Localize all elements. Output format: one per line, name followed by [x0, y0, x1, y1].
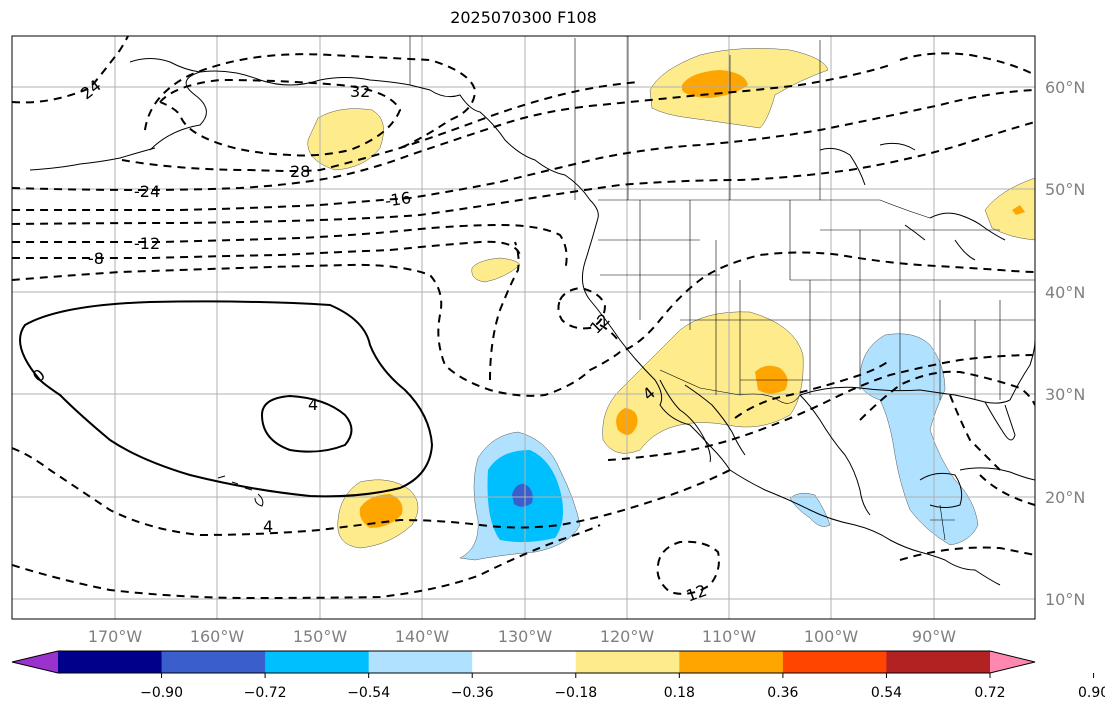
colorbar-extend-min — [12, 651, 58, 673]
map-title: 2025070300 F108 — [450, 8, 597, 27]
fill-orange-hawaii — [359, 494, 403, 528]
alaska-west — [129, 58, 201, 73]
baja — [659, 379, 746, 463]
contour-label: 0 — [29, 365, 49, 386]
fill-yellow-ne — [984, 177, 1035, 241]
colorbar-ticks: −0.90 −0.72 −0.54 −0.36 −0.18 0.18 0.36 0.54 0.7… — [140, 673, 1105, 701]
us-west-coast — [581, 217, 1001, 586]
canada-us-border — [598, 199, 931, 219]
colorbar — [11, 650, 1036, 674]
lon-label: 160°W — [190, 627, 245, 646]
contour-label: 4 — [263, 517, 273, 536]
fill-yellow-southwest — [602, 311, 804, 454]
colorbar-tick-label: 0.54 — [871, 685, 902, 701]
lat-label: 40°N — [1045, 283, 1085, 302]
contour-label: 32 — [350, 82, 370, 101]
fill-medblue-pacific — [512, 483, 533, 507]
contour-label: -12 — [134, 234, 160, 253]
graticule — [12, 36, 1035, 619]
colorbar-segment — [886, 651, 991, 673]
lon-label: 130°W — [498, 627, 553, 646]
lon-label: 140°W — [395, 627, 450, 646]
lon-label: 150°W — [293, 627, 348, 646]
lat-label: 20°N — [1045, 488, 1085, 507]
colorbar-tick-label: −0.18 — [554, 685, 597, 701]
dashed-contours — [12, 36, 1035, 600]
colorbar-outline — [11, 650, 1036, 674]
lon-label: 120°W — [600, 627, 655, 646]
colorbar-segment — [58, 651, 163, 673]
colorbar-segment — [782, 651, 887, 673]
colorbar-segment — [265, 651, 370, 673]
lat-label: 10°N — [1045, 590, 1085, 609]
anomaly-fills — [307, 48, 1035, 561]
colorbar-tick-label: 0.18 — [664, 685, 695, 701]
colorbar-segment — [679, 651, 784, 673]
contour-label: 28 — [290, 162, 310, 181]
contour-label: 12 — [684, 581, 710, 606]
contour-label: 4 — [308, 395, 318, 414]
colorbar-segment — [161, 651, 266, 673]
contour-4-solid — [261, 394, 353, 453]
contour-label: 12 — [586, 310, 614, 338]
fill-yellow-alaska — [307, 108, 384, 171]
fill-orange-sw2 — [755, 365, 788, 394]
lat-label: 30°N — [1045, 385, 1085, 404]
colorbar-tick-label: 0.36 — [767, 685, 798, 701]
colorbar-tick-label: −0.90 — [140, 685, 183, 701]
lon-label: 110°W — [702, 627, 757, 646]
contour-label: 24 — [77, 76, 105, 104]
colorbar-tick-label: 0.72 — [974, 685, 1005, 701]
great-lakes — [904, 212, 1006, 261]
longitude-labels: 170°W 160°W 150°W 140°W 130°W 120°W 110°… — [88, 627, 956, 646]
map-frame — [11, 35, 1036, 620]
colorbar-extend-max — [990, 651, 1035, 673]
east-coast — [1009, 339, 1035, 401]
lon-label: 170°W — [88, 627, 143, 646]
political-borders — [409, 36, 1035, 541]
colorbar-tick-label: −0.54 — [347, 685, 390, 701]
yucatan — [919, 472, 963, 508]
colorbar-tick-label: −0.72 — [244, 685, 287, 701]
lat-label: 50°N — [1045, 180, 1085, 199]
contour-label: -24 — [134, 182, 160, 201]
lat-label: 60°N — [1045, 78, 1085, 97]
map-area: 24 32 28 -24 -16 -12 -8 0 4 4 12 4 12 — [12, 36, 1035, 619]
contours — [19, 300, 434, 498]
lon-label: 90°W — [912, 627, 956, 646]
contour-label: -16 — [384, 188, 413, 210]
contour-label: -8 — [88, 249, 104, 268]
aleutians — [29, 147, 156, 171]
fill-orange-canada — [682, 70, 748, 98]
fill-lightblue-gulf — [859, 333, 979, 546]
fill-yellow-pacific-small — [471, 257, 521, 283]
colorbar-tick-label: −0.36 — [451, 685, 494, 701]
colorbar-segment — [575, 651, 680, 673]
hawaii — [217, 475, 264, 507]
colorbar-segment — [368, 651, 473, 673]
contour-zero — [19, 300, 434, 498]
florida — [984, 401, 1016, 441]
lon-label: 100°W — [804, 627, 859, 646]
colorbar-segment — [472, 651, 577, 673]
colorbar-tick-label: 0.90 — [1078, 685, 1105, 701]
fill-orange-ne — [1012, 205, 1025, 215]
latitude-labels: 60°N 50°N 40°N 30°N 20°N 10°N — [1045, 78, 1085, 609]
hudson — [819, 142, 916, 186]
cuba — [959, 467, 1035, 481]
